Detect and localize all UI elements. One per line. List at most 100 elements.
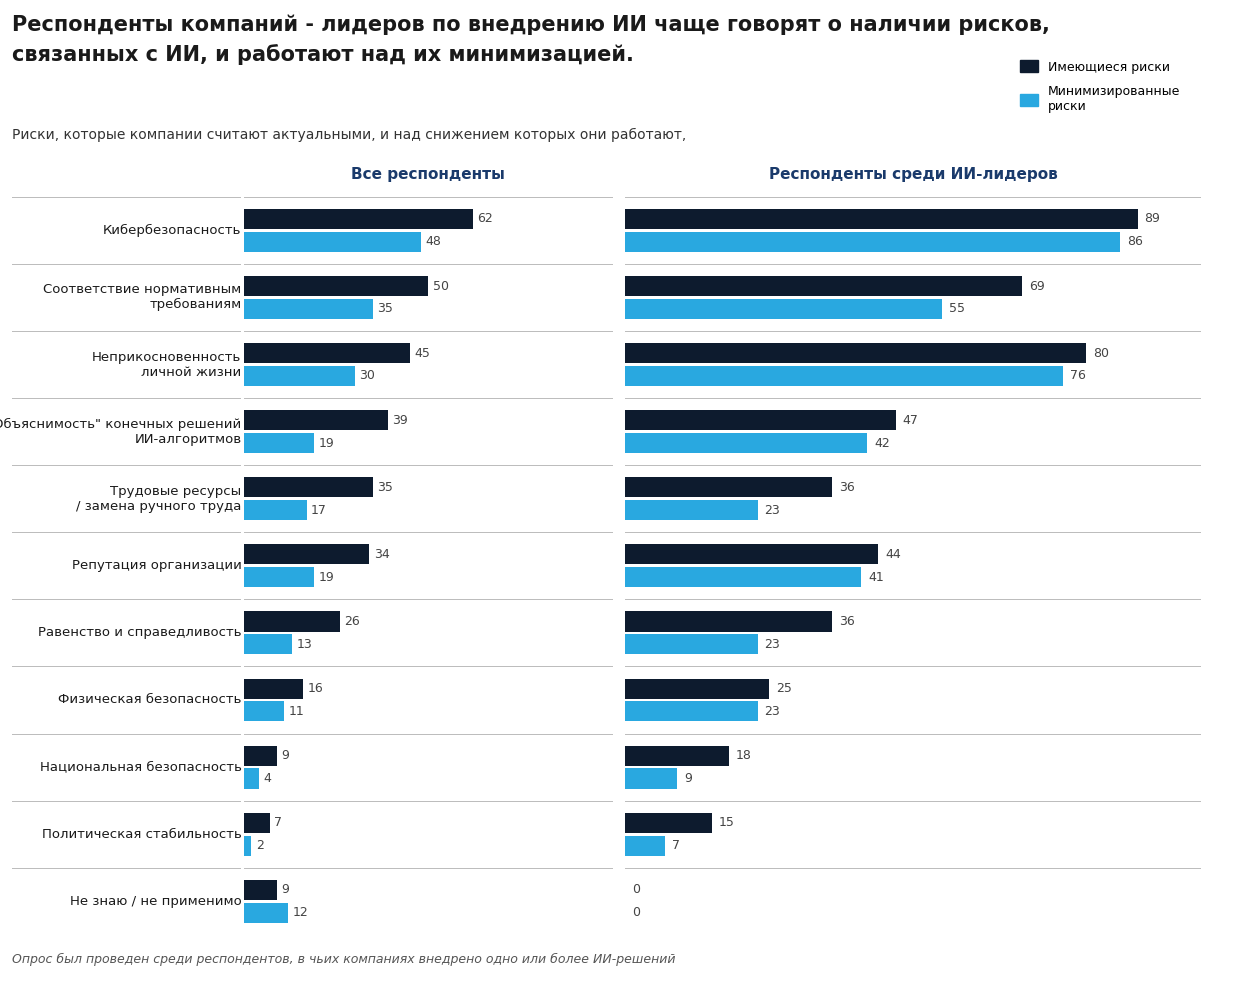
- Text: Физическая безопасность: Физическая безопасность: [58, 694, 241, 707]
- Text: Национальная безопасность: Национальная безопасность: [40, 761, 241, 773]
- Text: Неприкосновенность
личной жизни: Неприкосновенность личной жизни: [92, 350, 241, 379]
- Text: 44: 44: [885, 548, 901, 561]
- Bar: [625, 209, 1138, 229]
- Text: 16: 16: [307, 682, 323, 695]
- Bar: [244, 880, 277, 900]
- Bar: [244, 410, 387, 430]
- Bar: [625, 746, 729, 766]
- Bar: [625, 477, 832, 497]
- Text: 47: 47: [903, 413, 919, 427]
- Bar: [625, 276, 1023, 296]
- Text: 48: 48: [426, 235, 441, 248]
- Text: 4: 4: [262, 772, 271, 785]
- Text: 80: 80: [1093, 346, 1109, 359]
- Text: 30: 30: [359, 369, 375, 383]
- Bar: [625, 366, 1062, 386]
- Text: Кибербезопасность: Кибербезопасность: [103, 223, 241, 237]
- Text: Политическая стабильность: Политическая стабильность: [42, 828, 241, 840]
- Bar: [244, 477, 373, 497]
- Legend: Имеющиеся риски, Минимизированные
риски: Имеющиеся риски, Минимизированные риски: [1015, 55, 1185, 118]
- Text: 9: 9: [281, 884, 290, 896]
- Text: 7: 7: [274, 817, 282, 830]
- Text: Все респонденты: Все респонденты: [352, 167, 505, 182]
- Text: 19: 19: [318, 571, 334, 584]
- Text: 23: 23: [765, 638, 780, 650]
- Bar: [625, 813, 712, 832]
- Text: 69: 69: [1029, 279, 1045, 292]
- Text: 2: 2: [256, 839, 264, 852]
- Text: 25: 25: [776, 682, 792, 695]
- Text: 26: 26: [344, 615, 360, 628]
- Text: 13: 13: [296, 638, 312, 650]
- Text: 55: 55: [948, 302, 964, 315]
- Bar: [244, 746, 277, 766]
- Text: 50: 50: [433, 279, 449, 292]
- Bar: [244, 835, 251, 856]
- Bar: [625, 500, 758, 521]
- Bar: [244, 299, 373, 319]
- Bar: [625, 611, 832, 632]
- Text: 7: 7: [672, 839, 681, 852]
- Bar: [625, 410, 896, 430]
- Bar: [244, 366, 354, 386]
- Bar: [625, 702, 758, 721]
- Text: 23: 23: [765, 504, 780, 517]
- Bar: [244, 433, 314, 453]
- Text: 36: 36: [839, 481, 855, 494]
- Text: 89: 89: [1144, 213, 1160, 225]
- Bar: [625, 769, 677, 788]
- Text: Респонденты среди ИИ-лидеров: Респонденты среди ИИ-лидеров: [769, 167, 1057, 182]
- Bar: [244, 544, 369, 565]
- Text: 86: 86: [1127, 235, 1143, 248]
- Bar: [244, 769, 259, 788]
- Text: 9: 9: [683, 772, 692, 785]
- Bar: [625, 679, 769, 699]
- Text: 9: 9: [281, 749, 290, 763]
- Text: 12: 12: [292, 906, 308, 919]
- Bar: [244, 679, 303, 699]
- Text: 0: 0: [633, 906, 640, 919]
- Text: Репутация организации: Репутация организации: [72, 559, 241, 573]
- Text: 62: 62: [477, 213, 493, 225]
- Text: 36: 36: [839, 615, 855, 628]
- Bar: [244, 500, 307, 521]
- Bar: [625, 835, 666, 856]
- Bar: [244, 702, 285, 721]
- Bar: [244, 343, 410, 363]
- Text: 0: 0: [633, 884, 640, 896]
- Bar: [244, 635, 292, 654]
- Text: 19: 19: [318, 437, 334, 450]
- Bar: [625, 299, 942, 319]
- Text: Трудовые ресурсы
/ замена ручного труда: Трудовые ресурсы / замена ручного труда: [76, 485, 241, 513]
- Bar: [625, 635, 758, 654]
- Bar: [244, 902, 288, 923]
- Text: Респонденты компаний - лидеров по внедрению ИИ чаще говорят о наличии рисков,
св: Респонденты компаний - лидеров по внедре…: [12, 15, 1050, 65]
- Bar: [244, 209, 473, 229]
- Bar: [625, 343, 1086, 363]
- Text: 76: 76: [1070, 369, 1086, 383]
- Text: 34: 34: [374, 548, 390, 561]
- Bar: [244, 231, 421, 252]
- Text: 15: 15: [718, 817, 734, 830]
- Text: Не знаю / не применимо: Не знаю / не применимо: [69, 894, 241, 908]
- Bar: [625, 231, 1120, 252]
- Text: 42: 42: [874, 437, 890, 450]
- Text: Равенство и справедливость: Равенство и справедливость: [38, 627, 241, 640]
- Text: 39: 39: [392, 413, 409, 427]
- Bar: [625, 544, 879, 565]
- Text: "Объяснимость" конечных решений
ИИ-алгоритмов: "Объяснимость" конечных решений ИИ-алгор…: [0, 417, 241, 446]
- Bar: [625, 567, 862, 587]
- Bar: [244, 611, 339, 632]
- Text: Риски, которые компании считают актуальными, и над снижением которых они работаю: Риски, которые компании считают актуальн…: [12, 128, 687, 142]
- Bar: [244, 813, 270, 832]
- Bar: [244, 276, 428, 296]
- Text: 17: 17: [311, 504, 327, 517]
- Bar: [625, 433, 867, 453]
- Text: 35: 35: [378, 302, 394, 315]
- Text: 18: 18: [735, 749, 751, 763]
- Text: 41: 41: [868, 571, 884, 584]
- Text: 11: 11: [288, 705, 305, 718]
- Text: Опрос был проведен среди респондентов, в чьих компаниях внедрено одно или более : Опрос был проведен среди респондентов, в…: [12, 953, 676, 965]
- Text: 35: 35: [378, 481, 394, 494]
- Text: 23: 23: [765, 705, 780, 718]
